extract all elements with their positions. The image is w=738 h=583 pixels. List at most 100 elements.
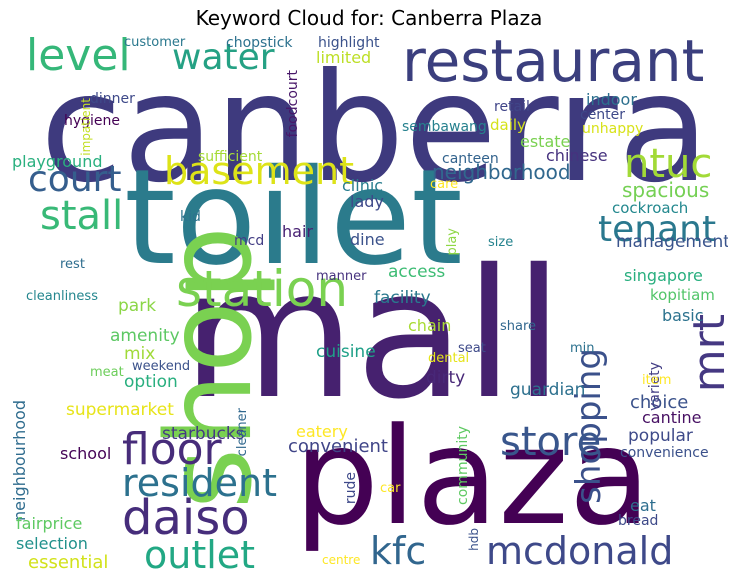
word-convenience: convenience [620,445,709,461]
word-mix: mix [124,344,156,364]
word-care: care [430,177,459,192]
word-floor: floor [122,424,222,475]
word-court: court [28,159,122,200]
word-chinese: chinese [546,146,608,165]
word-car: car [380,481,401,496]
chart-title: Keyword Cloud for: Canberra Plaza [195,6,543,30]
word-restaurant: restaurant [402,36,705,95]
word-clinic: clinic [342,176,384,195]
word-rest: rest [60,257,85,272]
word-daily: daily [490,116,526,134]
word-management: management [616,232,728,252]
word-eat: eat [630,496,656,515]
word-option: option [124,372,178,392]
word-weekend: weekend [132,359,191,374]
word-highlight: highlight [318,36,380,51]
word-chain: chain [408,316,452,335]
word-park: park [118,296,157,316]
word-retail: retail [494,99,530,115]
word-estate: estate [520,132,571,151]
word-choice: choice [630,392,689,413]
word-level: level [26,36,131,81]
word-basement: basement [164,149,354,193]
word-neighborhood: neighborhood [432,160,571,184]
word-outlet: outlet [144,533,256,576]
word-toilet: toilet [124,141,463,295]
word-impatient: impatient [79,98,93,156]
word-cuisine: cuisine [316,342,376,362]
word-meat: meat [90,365,124,380]
word-centre: centre [322,553,361,567]
word-dinner: dinner [90,91,135,107]
word-mcd: mcd [234,233,265,249]
word-kid: kid [180,209,201,225]
word-kopitiam: kopitiam [650,286,715,304]
word-dine: dine [350,230,385,249]
word-share: share [500,319,537,334]
word-facility: facility [374,288,431,308]
word-mcdonald: mcdonald [486,529,674,573]
word-popular: popular [628,426,693,446]
word-sufficient: sufficient [198,149,263,165]
word-playground: playground [12,152,103,171]
word-store: store [500,419,602,465]
word-min: min [570,341,595,356]
word-cleaner: cleaner [235,408,250,457]
word-cantine: cantine [642,408,702,427]
word-spacious: spacious [622,178,710,202]
word-school: school [60,444,112,463]
word-cockroach: cockroach [612,199,689,217]
word-essential: essential [28,552,109,573]
word-play: play [445,228,460,256]
word-center: center [580,107,626,123]
word-convenient: convenient [288,436,388,457]
word-fairprice: fairprice [16,514,83,533]
word-foodcourt: foodcourt [285,70,301,138]
word-basic: basic [662,306,704,325]
word-resident: resident [122,461,278,505]
word-water: water [172,37,275,78]
word-lady: lady [350,192,384,211]
word-amenity: amenity [110,326,180,346]
word-selection: selection [16,534,88,553]
word-cloud: canberra toilet mall plaza shop restaurant lev… [10,36,728,576]
word-item: item [642,373,672,388]
word-daiso: daiso [122,490,250,546]
word-canberra: canberra [40,42,710,216]
word-limited: limited [316,48,372,67]
word-plaza: plaza [294,399,651,555]
word-guardian: guardian [510,380,586,400]
word-cleanliness: cleanliness [26,289,98,304]
word-hdb: hdb [467,528,481,551]
word-singapore: singapore [624,266,703,285]
word-kfc: kfc [370,529,427,573]
word-ntuc: ntuc [624,141,713,187]
word-neighbourhood: neighbourhood [10,400,29,521]
word-rude: rude [343,472,359,505]
word-manner: manner [316,269,367,284]
word-tenant: tenant [598,209,717,250]
word-supermarket: supermarket [66,400,174,420]
word-hair: hair [282,222,313,241]
word-seat: seat [458,341,486,356]
word-access: access [388,262,446,282]
word-starbucks: starbucks [162,424,245,444]
word-customer: customer [124,36,186,50]
word-community: community [455,426,471,505]
word-size: size [488,235,514,250]
word-indoor: indoor [586,90,637,109]
word-bread: bread [618,513,659,529]
word-dental: dental [428,351,470,366]
word-station: station [176,260,349,318]
word-dirty: dirty [426,368,466,388]
word-mrt: mrt [684,314,728,393]
word-sembawang: sembawang [402,119,487,135]
word-chopstick: chopstick [226,36,293,51]
word-eatery: eatery [296,422,348,441]
word-canteen: canteen [442,151,499,167]
word-mall: mall [182,231,564,438]
word-stall: stall [40,193,124,239]
word-unhappy: unhappy [582,121,644,137]
word-hygiene: hygiene [64,113,121,129]
